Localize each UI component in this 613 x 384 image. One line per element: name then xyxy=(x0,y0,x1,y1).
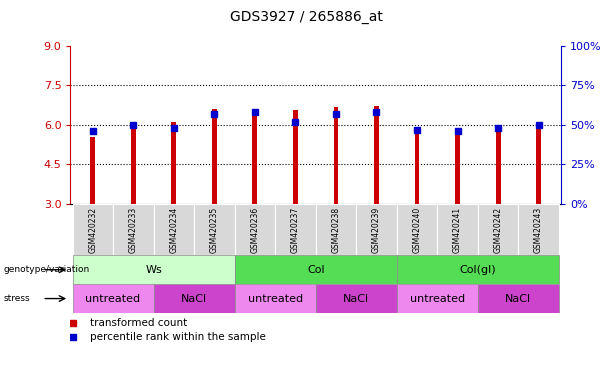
Bar xyxy=(519,204,559,255)
Text: GSM420240: GSM420240 xyxy=(413,206,422,253)
Bar xyxy=(414,127,419,204)
Bar xyxy=(253,109,257,204)
Bar xyxy=(356,204,397,255)
Bar xyxy=(496,126,500,204)
Text: NaCl: NaCl xyxy=(343,293,369,304)
Text: GSM420243: GSM420243 xyxy=(534,206,543,253)
Text: GSM420241: GSM420241 xyxy=(453,206,462,253)
Text: GSM420232: GSM420232 xyxy=(88,206,97,253)
Bar xyxy=(72,284,154,313)
Text: GSM420234: GSM420234 xyxy=(169,206,178,253)
Text: Ws: Ws xyxy=(145,265,162,275)
Bar xyxy=(172,122,177,204)
Text: NaCl: NaCl xyxy=(181,293,207,304)
Text: GSM420238: GSM420238 xyxy=(332,206,340,253)
Text: NaCl: NaCl xyxy=(505,293,531,304)
Bar xyxy=(212,109,217,204)
Bar xyxy=(131,125,135,204)
Bar xyxy=(113,204,154,255)
Bar xyxy=(316,204,356,255)
Bar xyxy=(154,204,194,255)
Bar xyxy=(316,284,397,313)
Text: stress: stress xyxy=(3,294,29,303)
Text: Col(gl): Col(gl) xyxy=(460,265,496,275)
Bar xyxy=(397,204,437,255)
Bar xyxy=(235,284,316,313)
Bar xyxy=(275,204,316,255)
Bar xyxy=(154,284,235,313)
Bar xyxy=(536,123,541,204)
Bar xyxy=(293,109,298,204)
Text: Col: Col xyxy=(307,265,324,275)
Text: genotype/variation: genotype/variation xyxy=(3,265,89,274)
Text: GDS3927 / 265886_at: GDS3927 / 265886_at xyxy=(230,10,383,23)
Text: GSM420235: GSM420235 xyxy=(210,206,219,253)
Bar xyxy=(72,255,235,284)
Bar xyxy=(235,204,275,255)
Bar xyxy=(455,128,460,204)
Text: GSM420237: GSM420237 xyxy=(291,206,300,253)
Text: untreated: untreated xyxy=(248,293,303,304)
Bar xyxy=(397,284,478,313)
Bar xyxy=(333,107,338,204)
Bar xyxy=(478,284,559,313)
Bar xyxy=(397,255,559,284)
Bar xyxy=(72,204,113,255)
Text: untreated: untreated xyxy=(409,293,465,304)
Text: untreated: untreated xyxy=(85,293,140,304)
Bar xyxy=(437,204,478,255)
Text: GSM420233: GSM420233 xyxy=(129,206,138,253)
Text: transformed count: transformed count xyxy=(90,318,188,328)
Bar xyxy=(90,137,95,204)
Text: GSM420239: GSM420239 xyxy=(372,206,381,253)
Bar xyxy=(374,106,379,204)
Text: GSM420242: GSM420242 xyxy=(493,206,503,253)
Bar xyxy=(235,255,397,284)
Bar xyxy=(194,204,235,255)
Bar xyxy=(478,204,519,255)
Text: percentile rank within the sample: percentile rank within the sample xyxy=(90,333,266,343)
Text: GSM420236: GSM420236 xyxy=(250,206,259,253)
